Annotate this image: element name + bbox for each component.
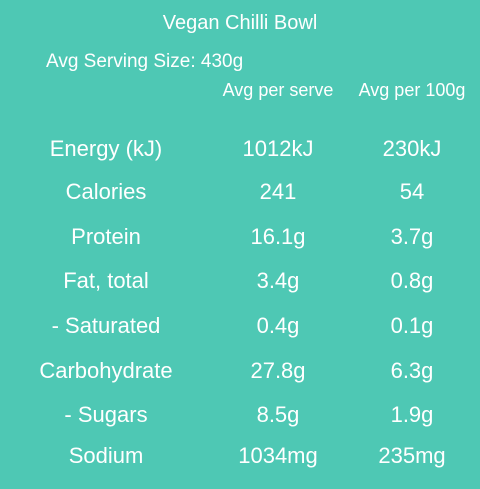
value-per-100g: 1.9g xyxy=(390,402,434,427)
value-per-100g: 0.8g xyxy=(390,268,434,293)
value-per-serve: 1012kJ xyxy=(242,136,314,161)
table-row: Protein 16.1g 3.7g xyxy=(0,222,480,252)
value-per-serve: 0.4g xyxy=(256,313,300,338)
row-label: - Sugars xyxy=(64,402,148,427)
column-header-per-serve: Avg per serve xyxy=(222,80,334,100)
table-row: Carbohydrate 27.8g 6.3g xyxy=(0,356,480,386)
value-per-100g: 235mg xyxy=(378,443,446,468)
row-label: Fat, total xyxy=(63,268,149,293)
table-row: - Saturated 0.4g 0.1g xyxy=(0,311,480,341)
value-per-100g: 230kJ xyxy=(382,136,442,161)
row-label: Protein xyxy=(71,224,141,249)
row-label: Carbohydrate xyxy=(39,358,173,383)
column-header-per-100g: Avg per 100g xyxy=(358,80,466,100)
value-per-100g: 0.1g xyxy=(390,313,434,338)
value-per-serve: 3.4g xyxy=(256,268,300,293)
page-title: Vegan Chilli Bowl xyxy=(162,12,318,34)
row-label: - Saturated xyxy=(51,313,161,338)
table-row: Fat, total 3.4g 0.8g xyxy=(0,266,480,296)
value-per-serve: 8.5g xyxy=(256,402,300,427)
row-label: Energy (kJ) xyxy=(49,136,163,161)
row-label: Sodium xyxy=(68,443,144,468)
value-per-serve: 1034mg xyxy=(238,443,318,468)
value-per-serve: 27.8g xyxy=(250,358,306,383)
value-per-serve: 241 xyxy=(259,179,297,204)
table-row: Sodium 1034mg 235mg xyxy=(0,441,480,471)
table-row: - Sugars 8.5g 1.9g xyxy=(0,400,480,430)
serving-size: Avg Serving Size: 430g xyxy=(46,51,244,72)
value-per-100g: 6.3g xyxy=(390,358,434,383)
table-row: Calories 241 54 xyxy=(0,177,480,207)
row-label: Calories xyxy=(65,179,147,204)
value-per-100g: 3.7g xyxy=(390,224,434,249)
value-per-serve: 16.1g xyxy=(250,224,306,249)
table-row: Energy (kJ) 1012kJ 230kJ xyxy=(0,134,480,164)
value-per-100g: 54 xyxy=(399,179,425,204)
